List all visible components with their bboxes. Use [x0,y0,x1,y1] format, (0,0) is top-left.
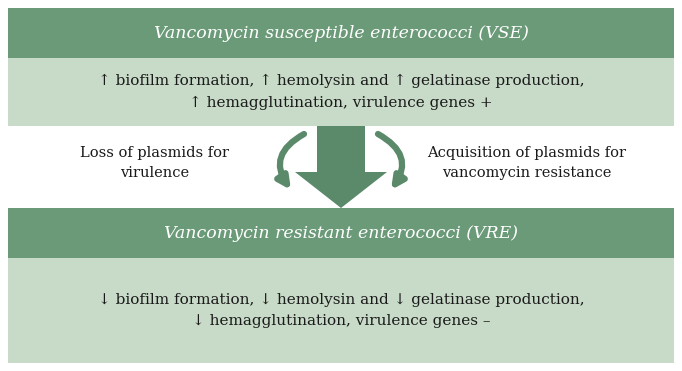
Text: Vancomycin susceptible enterococci (VSE): Vancomycin susceptible enterococci (VSE) [153,24,529,42]
Text: Acquisition of plasmids for
vancomycin resistance: Acquisition of plasmids for vancomycin r… [428,146,627,180]
Text: Vancomycin resistant enterococci (VRE): Vancomycin resistant enterococci (VRE) [164,224,518,242]
Text: ↓ biofilm formation, ↓ hemolysin and ↓ gelatinase production,
↓ hemagglutination: ↓ biofilm formation, ↓ hemolysin and ↓ g… [98,293,584,328]
Bar [8,8,674,58]
Bar [8,208,674,258]
Bar [8,58,674,126]
Bar [8,258,674,363]
Text: Loss of plasmids for
virulence: Loss of plasmids for virulence [80,146,230,180]
Polygon shape [295,126,387,208]
Text: ↑ biofilm formation, ↑ hemolysin and ↑ gelatinase production,
↑ hemagglutination: ↑ biofilm formation, ↑ hemolysin and ↑ g… [98,74,584,110]
